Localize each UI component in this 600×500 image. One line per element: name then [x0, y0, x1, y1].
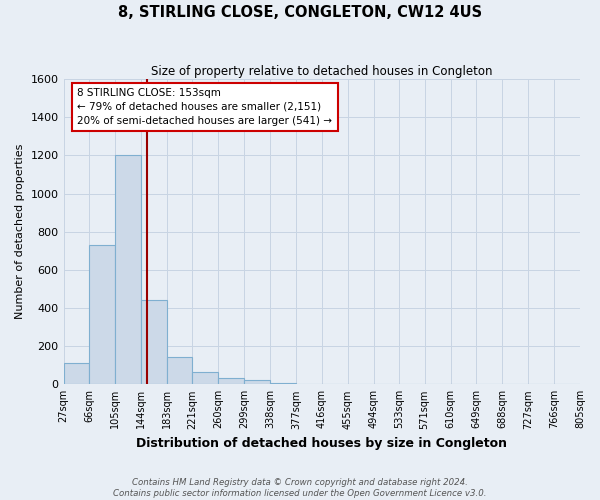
Bar [115, 156, 141, 384]
Bar [193, 372, 218, 384]
Bar [64, 364, 89, 384]
X-axis label: Distribution of detached houses by size in Congleton: Distribution of detached houses by size … [136, 437, 507, 450]
Text: 8, STIRLING CLOSE, CONGLETON, CW12 4US: 8, STIRLING CLOSE, CONGLETON, CW12 4US [118, 5, 482, 20]
Text: 8 STIRLING CLOSE: 153sqm
← 79% of detached houses are smaller (2,151)
20% of sem: 8 STIRLING CLOSE: 153sqm ← 79% of detach… [77, 88, 332, 126]
Title: Size of property relative to detached houses in Congleton: Size of property relative to detached ho… [151, 65, 493, 78]
Y-axis label: Number of detached properties: Number of detached properties [15, 144, 25, 320]
Bar [141, 300, 167, 384]
Text: Contains HM Land Registry data © Crown copyright and database right 2024.
Contai: Contains HM Land Registry data © Crown c… [113, 478, 487, 498]
Bar [167, 356, 193, 384]
Bar [89, 245, 115, 384]
Bar [218, 378, 244, 384]
Bar [244, 380, 270, 384]
